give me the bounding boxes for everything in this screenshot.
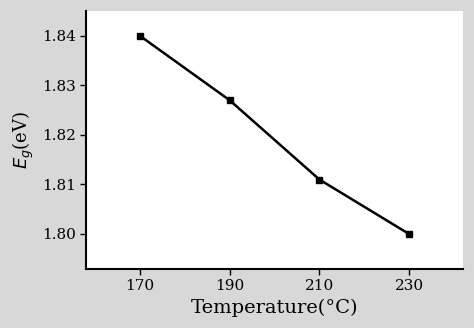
Y-axis label: $E_{g}$(eV): $E_{g}$(eV) xyxy=(11,111,36,169)
X-axis label: Temperature(°C): Temperature(°C) xyxy=(191,298,358,317)
